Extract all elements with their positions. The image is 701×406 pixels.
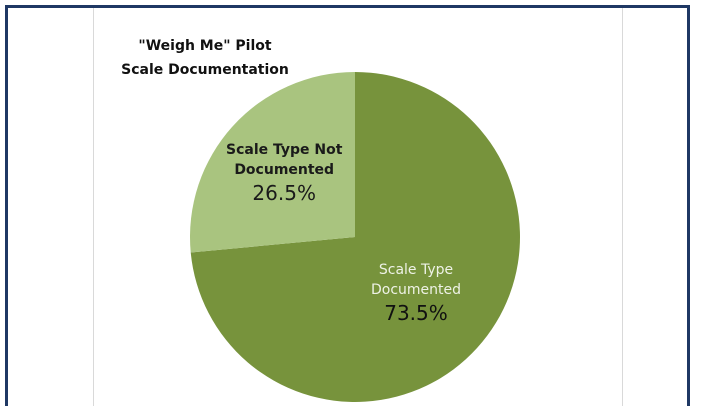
value-label: 73.5% — [384, 300, 448, 325]
slice-label: Scale Type Not Documented 26.5% — [224, 140, 344, 206]
frame — [5, 5, 690, 406]
chart-title: "Weigh Me" Pilot — [138, 38, 272, 54]
category-label: Scale Type Documented — [371, 261, 462, 298]
category-label: Scale Type Not Documented — [225, 141, 343, 178]
plot-border — [622, 8, 623, 406]
chart-title: Scale Documentation — [121, 62, 289, 78]
slice-label: Scale Type Documented 73.5% — [356, 260, 476, 326]
value-label: 26.5% — [252, 180, 316, 205]
plot-border — [93, 8, 94, 406]
pie-slice — [189, 72, 355, 253]
pie-slice — [190, 72, 520, 402]
